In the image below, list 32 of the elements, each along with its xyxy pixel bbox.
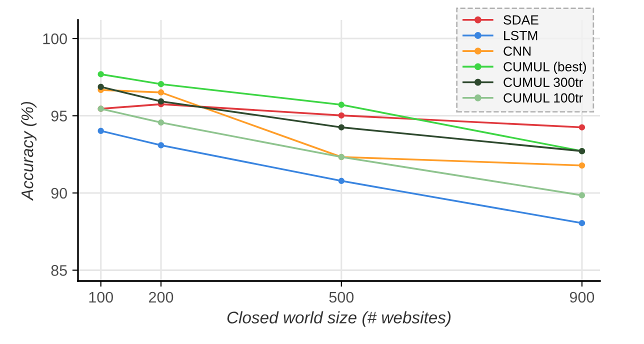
point xyxy=(158,89,164,96)
point xyxy=(578,162,586,169)
point xyxy=(98,128,104,134)
legend-label: CUMUL 100tr xyxy=(504,93,583,103)
point xyxy=(338,178,345,184)
legend-label: CUMUL 300tr xyxy=(504,78,583,88)
y-tick-label: 95 xyxy=(51,110,67,122)
point xyxy=(578,220,586,226)
y-tick-label: 90 xyxy=(51,188,67,199)
point xyxy=(158,80,164,88)
point xyxy=(158,98,164,105)
legend-label: SDAE xyxy=(504,15,538,25)
point xyxy=(578,192,586,198)
point xyxy=(158,142,164,148)
point xyxy=(98,84,104,90)
x-tick-label: 200 xyxy=(149,292,174,303)
legend-label: LSTM xyxy=(504,30,538,40)
point xyxy=(578,124,586,130)
x-tick-label: 900 xyxy=(570,292,594,303)
y-tick-label: 85 xyxy=(51,265,67,276)
y-axis-title: Accuracy (%) xyxy=(21,102,37,201)
point xyxy=(338,112,345,119)
x-axis-title: Closed world size (# websites) xyxy=(227,311,451,327)
point xyxy=(158,119,164,126)
legend-label: CUMUL (best) xyxy=(504,62,586,74)
legend-label: CNN xyxy=(504,46,531,56)
y-tick-label: 100 xyxy=(43,33,67,44)
point xyxy=(338,102,345,108)
x-tick-label: 500 xyxy=(329,292,354,303)
x-tick-label: 100 xyxy=(89,292,113,303)
point xyxy=(338,124,345,130)
point xyxy=(98,71,104,78)
